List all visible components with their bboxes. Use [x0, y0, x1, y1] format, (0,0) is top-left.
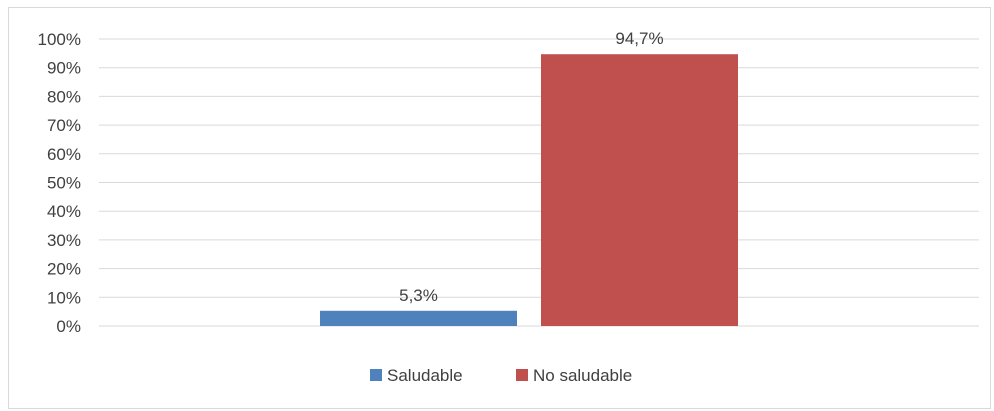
legend-label-saludable: Saludable	[387, 366, 463, 385]
y-tick-label: 20%	[47, 260, 81, 279]
legend-swatch-no-saludable	[516, 369, 528, 381]
legend-label-no-saludable: No saludable	[533, 366, 632, 385]
bar-chart: 0% 10% 20% 30% 40% 50% 60% 70% 80% 90% 100% 5,3% 94…	[38, 29, 979, 385]
data-label-saludable: 5,3%	[399, 286, 438, 305]
y-tick-label: 10%	[47, 288, 81, 307]
y-tick-label: 60%	[47, 145, 81, 164]
bar-no-saludable	[541, 54, 738, 326]
y-tick-label: 70%	[47, 116, 81, 135]
y-tick-label: 40%	[47, 202, 81, 221]
y-tick-label: 80%	[47, 87, 81, 106]
bars	[320, 54, 738, 326]
data-labels: 5,3% 94,7%	[399, 29, 663, 305]
legend: Saludable No saludable	[370, 366, 632, 385]
data-label-no-saludable: 94,7%	[615, 29, 663, 48]
y-tick-label: 100%	[38, 30, 81, 49]
y-tick-label: 50%	[47, 174, 81, 193]
gridlines	[99, 38, 979, 327]
chart-frame: 0% 10% 20% 30% 40% 50% 60% 70% 80% 90% 100% 5,3% 94…	[8, 7, 991, 409]
y-tick-label: 90%	[47, 59, 81, 78]
y-axis-tick-labels: 0% 10% 20% 30% 40% 50% 60% 70% 80% 90% 100%	[38, 30, 81, 336]
y-tick-label: 0%	[56, 317, 81, 336]
y-tick-label: 30%	[47, 231, 81, 250]
legend-swatch-saludable	[370, 369, 382, 381]
bar-saludable	[320, 310, 517, 326]
